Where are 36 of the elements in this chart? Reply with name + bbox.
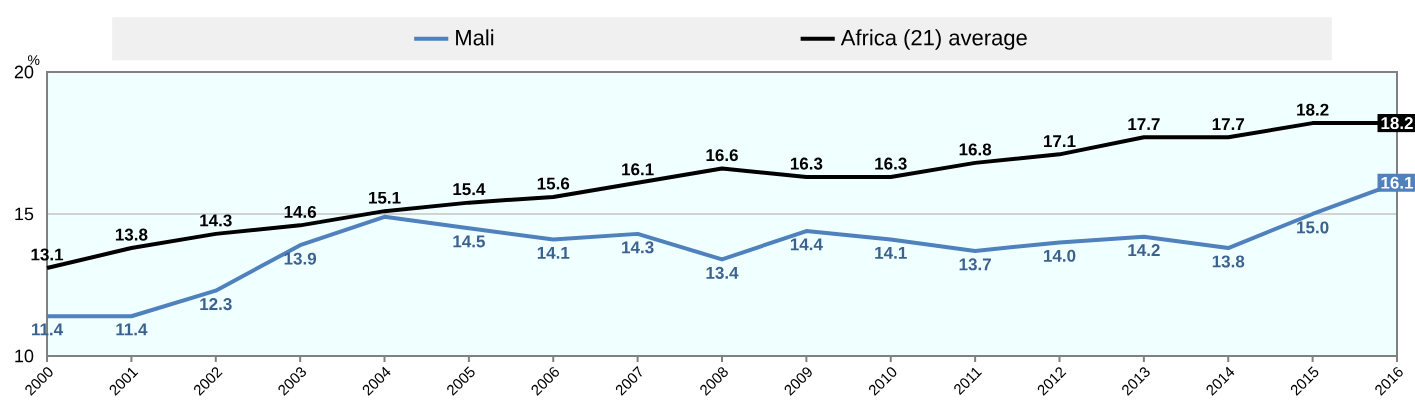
data-label: 14.1 [875,246,907,259]
data-label: 14.4 [790,238,823,251]
data-label: 13.4 [706,266,739,279]
data-label: 14.3 [622,241,654,254]
data-label: 16.6 [706,149,738,162]
data-label: 14.0 [1044,249,1076,262]
data-label: 16.3 [875,157,907,170]
y-tick-label: 10 [15,349,34,363]
legend-label: Africa (21) average [840,29,1027,50]
data-label: 14.2 [1128,244,1160,256]
data-label: 13.8 [115,228,148,241]
data-label: 14.3 [200,214,232,227]
legend-label: Mali [456,29,494,46]
data-label: 14.1 [537,246,570,259]
data-label: 17.7 [1128,118,1160,130]
data-label: 15.4 [453,183,486,196]
data-label: 12.3 [200,298,232,311]
data-label: 16.3 [790,157,823,170]
data-label: 16.8 [959,143,992,156]
data-label: 13.7 [959,258,991,271]
data-label: 13.9 [284,252,317,265]
data-label: 15.6 [537,177,570,190]
data-label: 14.6 [284,205,317,218]
data-label: 15.1 [369,191,401,204]
data-label: 18.2 [1297,103,1329,116]
data-label: 17.7 [1212,118,1245,130]
data-label: 13.1 [31,248,64,261]
data-label: 13.8 [1212,255,1245,268]
data-label: 15.0 [1297,221,1329,234]
data-label: 17.1 [1044,135,1076,147]
y-tick-label: 15 [15,207,34,221]
y-axis-title: % [28,55,40,65]
data-label: 14.5 [453,235,485,248]
data-label: 16.1 [622,163,654,176]
y-tick-label: 20 [14,65,34,79]
data-label: 11.4 [116,323,148,336]
